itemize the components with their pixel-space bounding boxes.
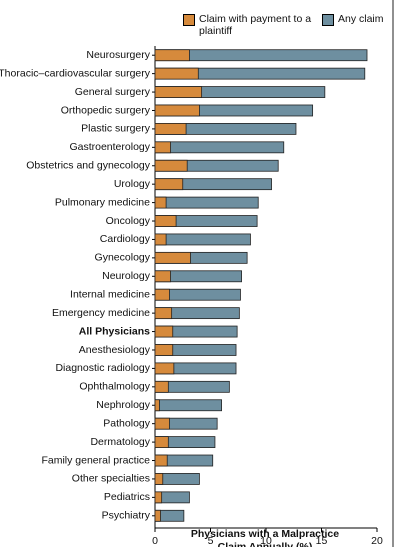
y-tick-label: Thoracic–cardiovascular surgery: [0, 67, 151, 79]
y-tick-label: Internal medicine: [70, 288, 150, 300]
y-tick-label: General surgery: [75, 86, 151, 98]
y-tick-label: Dermatology: [90, 436, 150, 448]
x-tick-label: 5: [208, 535, 214, 547]
y-tick-label: Emergency medicine: [52, 307, 150, 319]
legend-label: Claim with payment to a plaintiff: [199, 13, 312, 37]
bar: [154, 325, 174, 338]
bar: [154, 491, 163, 504]
bar: [154, 233, 167, 246]
bar: [154, 86, 203, 98]
bar: [154, 473, 164, 485]
x-axis-label: Physicians with a Malpractice Claim Annu…: [190, 528, 340, 547]
legend-swatch: [183, 14, 195, 26]
y-tick-label: Nephrology: [96, 399, 150, 411]
bar: [154, 399, 160, 412]
bar: [154, 141, 171, 154]
bar: [154, 417, 170, 430]
bar: [154, 123, 187, 135]
y-tick-label: Pediatrics: [104, 491, 150, 503]
x-tick-label: 15: [316, 535, 328, 547]
bar: [154, 509, 161, 522]
y-tick-label: Neurosurgery: [86, 49, 150, 61]
y-tick-label: Neurology: [102, 270, 151, 282]
y-tick-label: Psychiatry: [102, 510, 151, 522]
y-tick-label: Plastic surgery: [81, 123, 151, 135]
bar: [154, 380, 169, 393]
bar: [154, 104, 200, 117]
y-tick-label: Obstetrics and gynecology: [26, 160, 150, 172]
y-tick-label: Gynecology: [95, 252, 151, 264]
bar: [154, 196, 259, 209]
bar: [154, 251, 191, 264]
x-tick-label: 10: [260, 535, 272, 547]
bar: [154, 196, 167, 209]
legend-label: Any claim: [338, 13, 384, 25]
legend-swatch: [322, 14, 334, 26]
y-tick-label: Other specialties: [72, 473, 150, 485]
bar: [154, 233, 251, 246]
y-tick-label: Oncology: [106, 215, 151, 227]
x-tick-label: 0: [152, 535, 158, 547]
legend-item: Any claim: [322, 13, 384, 26]
y-tick-label: Anesthesiology: [79, 344, 151, 356]
y-tick-label: Diagnostic radiology: [55, 362, 150, 374]
bar: [154, 436, 169, 448]
y-tick-label: Pathology: [103, 417, 150, 429]
bar: [154, 288, 170, 301]
bar: [154, 178, 184, 191]
bar: [154, 307, 173, 320]
bar: [154, 159, 188, 172]
bar: [154, 215, 177, 227]
bar: [154, 49, 190, 62]
bar: [154, 141, 285, 154]
bar: [154, 270, 171, 283]
y-tick-label: All Physicians: [79, 325, 150, 337]
bar: [154, 344, 174, 356]
y-tick-label: Pulmonary medicine: [55, 196, 150, 208]
legend-item: Claim with payment to a plaintiff: [183, 13, 313, 37]
y-tick-label: Family general practice: [41, 454, 150, 466]
x-tick-label: 20: [371, 535, 383, 547]
y-tick-label: Cardiology: [100, 233, 151, 245]
y-tick-label: Ophthalmology: [79, 381, 150, 393]
y-tick-label: Urology: [114, 178, 151, 190]
y-tick-label: Orthopedic surgery: [61, 104, 151, 116]
bar: [154, 454, 168, 467]
bar: [154, 67, 199, 80]
bar: [154, 399, 222, 412]
bar: [154, 362, 175, 375]
y-tick-label: Gastroenterology: [69, 141, 150, 153]
